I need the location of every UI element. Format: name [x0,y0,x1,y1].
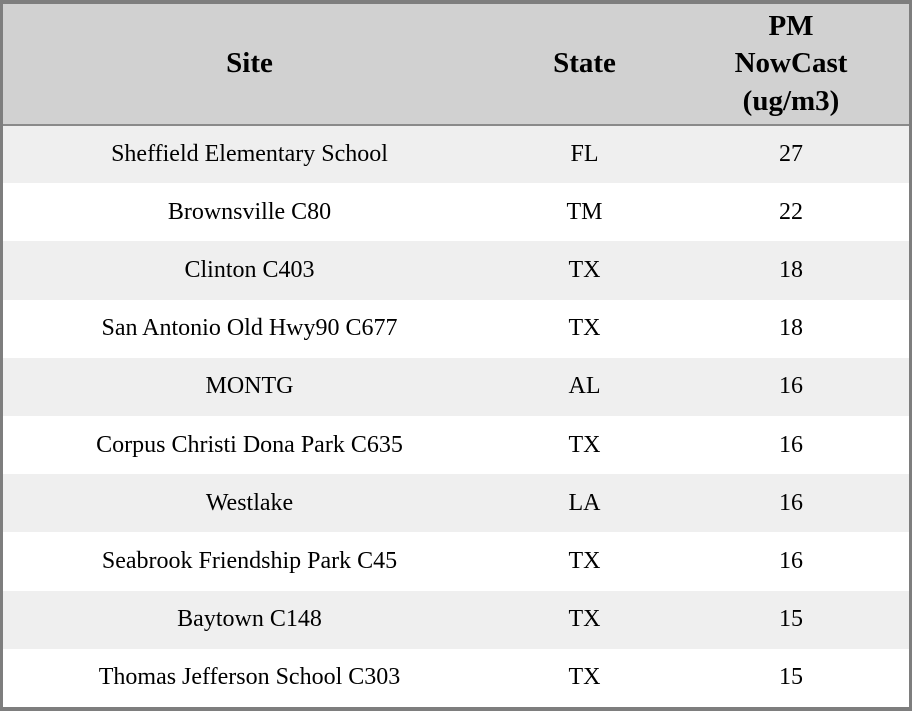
cell-site: Brownsville C80 [3,183,496,242]
cell-site: Seabrook Friendship Park C45 [3,532,496,591]
column-header-site: Site [3,4,496,126]
column-header-pm-nowcast: PM NowCast (ug/m3) [673,4,909,126]
table-row: Baytown C148 TX 15 [3,590,909,649]
cell-site: Sheffield Elementary School [3,125,496,184]
cell-state: AL [496,357,673,416]
cell-site: MONTG [3,357,496,416]
table-row: Thomas Jefferson School C303 TX 15 [3,648,909,707]
cell-state: TX [496,299,673,358]
table-row: Sheffield Elementary School FL 27 [3,125,909,184]
cell-state: TX [496,590,673,649]
cell-state: TX [496,415,673,475]
cell-state: TX [496,648,673,707]
cell-pm-nowcast: 16 [673,532,909,591]
table-row: Seabrook Friendship Park C45 TX 16 [3,532,909,591]
column-header-pm-nowcast-label: PM NowCast (ug/m3) [734,10,848,117]
cell-site: Baytown C148 [3,590,496,649]
cell-site: Clinton C403 [3,241,496,300]
cell-pm-nowcast: 16 [673,474,909,533]
column-header-state: State [496,4,673,126]
table-row: Brownsville C80 TM 22 [3,183,909,242]
table-row: MONTG AL 16 [3,357,909,416]
table-row: Westlake LA 16 [3,474,909,533]
cell-site: Corpus Christi Dona Park C635 [3,415,496,475]
cell-state: TX [496,532,673,591]
cell-state: TX [496,241,673,300]
cell-pm-nowcast: 16 [673,357,909,416]
table-row: San Antonio Old Hwy90 C677 TX 18 [3,299,909,358]
column-header-site-label: Site [226,47,273,80]
cell-pm-nowcast: 16 [673,415,909,475]
cell-pm-nowcast: 27 [673,125,909,184]
cell-pm-nowcast: 15 [673,648,909,707]
cell-site: San Antonio Old Hwy90 C677 [3,299,496,358]
cell-pm-nowcast: 18 [673,299,909,358]
cell-state: FL [496,125,673,184]
table-row: Clinton C403 TX 18 [3,241,909,300]
cell-pm-nowcast: 18 [673,241,909,300]
column-header-state-label: State [553,47,616,80]
table-row: Corpus Christi Dona Park C635 TX 16 [3,415,909,475]
data-table: Site State PM NowCast (ug/m3) Sheffield … [3,4,909,707]
cell-state: LA [496,474,673,533]
cell-state: TM [496,183,673,242]
header-row: Site State PM NowCast (ug/m3) [3,4,909,126]
cell-site: Westlake [3,474,496,533]
cell-pm-nowcast: 15 [673,590,909,649]
cell-site: Thomas Jefferson School C303 [3,648,496,707]
cell-pm-nowcast: 22 [673,183,909,242]
